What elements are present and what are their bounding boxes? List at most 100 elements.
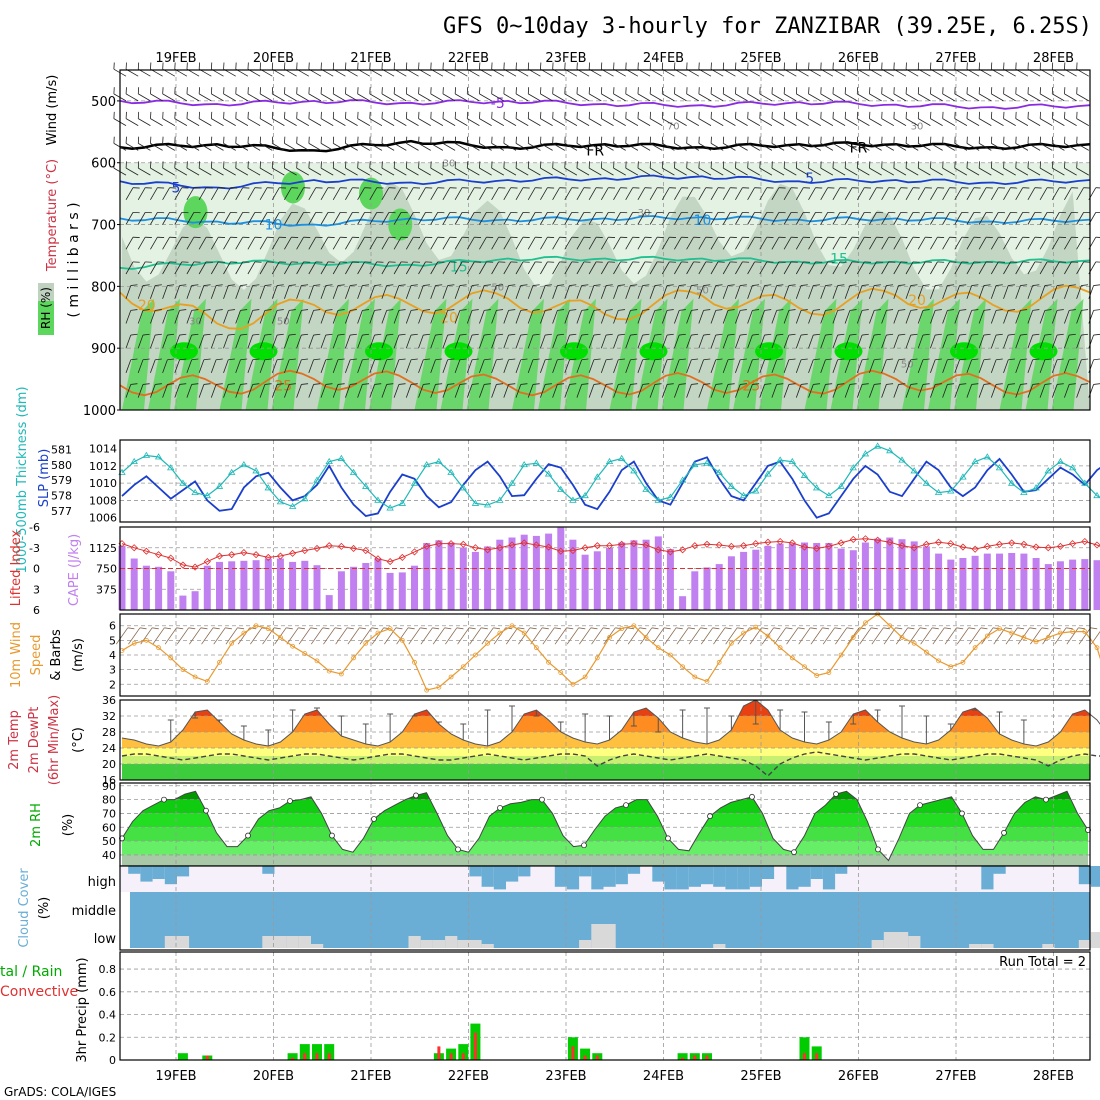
thickness-tick-label: 581 <box>51 443 72 456</box>
wind-barb-flag <box>167 333 175 336</box>
rh-high-streak <box>928 298 960 410</box>
wind-barb-staff <box>320 143 334 151</box>
wind-barb-flag <box>337 333 345 336</box>
wind-barb-staff <box>345 236 353 250</box>
isotherm-label: 15 <box>830 252 848 268</box>
wind-barb <box>381 284 394 299</box>
wind-barb-flag <box>423 333 430 336</box>
wind-barb-staff <box>259 143 273 151</box>
wind-barb <box>247 284 260 299</box>
wind-barb-flag <box>357 136 359 144</box>
wind-barb-staff <box>284 118 297 126</box>
wind-barb-staff <box>125 167 139 176</box>
wind-barb-flag <box>588 62 590 70</box>
wind-barb <box>174 111 188 126</box>
rh-contour-label: 50 <box>491 282 504 293</box>
wind-barb-staff <box>357 384 363 398</box>
wind-barb-staff <box>308 93 322 102</box>
slp-tick-label: 1006 <box>89 512 117 525</box>
wind10-axis-label-2: Speed <box>29 635 44 676</box>
rh-tick-label: 40 <box>102 849 116 862</box>
wind-barb-staff <box>247 212 256 225</box>
cape-bar <box>874 538 882 610</box>
wind-barb-staff <box>150 93 163 102</box>
wind-barb-staff <box>406 118 419 126</box>
day-label-bottom: 23FEB <box>545 1069 586 1084</box>
wind-barb-staff <box>320 118 334 126</box>
wind-barb-flag <box>271 111 274 119</box>
wind-barb <box>345 161 358 176</box>
wind-barb-flag <box>181 187 189 189</box>
lifted-tick-label: 6 <box>33 604 40 617</box>
rh-max-blob <box>834 342 863 361</box>
wind-barb-flag <box>235 87 237 94</box>
wind-barb-flag <box>240 309 248 311</box>
wind-barb-staff <box>296 212 304 225</box>
wind-barb-flag <box>137 136 140 144</box>
wind-barb-flag <box>240 284 248 286</box>
wind-barb-staff <box>284 167 297 176</box>
cloud-high-bar <box>615 866 628 885</box>
wind-barb-staff <box>150 143 163 151</box>
wind-barb-flag <box>905 62 907 70</box>
wind-barb-flag <box>425 187 433 189</box>
wind-barb-staff <box>320 236 329 250</box>
wind-barb <box>150 187 165 201</box>
wind-barb-flag <box>1093 358 1100 361</box>
wind-barb-staff <box>186 212 195 225</box>
wind-barb <box>430 383 443 398</box>
wind-barb-flag <box>218 261 226 263</box>
cape-panel: 1125 750 375 -6 -3 0 3 6 Lifted Index CAPE (J/kg) <box>9 521 1100 617</box>
wind-barb-flag <box>308 136 310 144</box>
cape-bar <box>861 542 869 610</box>
wind-barb-staff <box>186 384 193 398</box>
wind-barb-flag <box>203 358 211 361</box>
wind-barb-staff <box>405 334 412 349</box>
wind-barb <box>235 236 250 250</box>
wind-barb-flag <box>350 309 357 311</box>
wind-barb-staff <box>357 334 363 349</box>
wind-barb-flag <box>437 261 445 263</box>
wind-barb <box>405 136 419 151</box>
cloud-low-gap <box>579 940 592 948</box>
wind-barb-staff <box>235 187 244 201</box>
panels: 19FEB 19FEB 20FEB 20FEB 21FEB 21FEB 22FEB 22FEB… <box>0 51 1100 1084</box>
cloud-high-bar <box>152 866 165 879</box>
wind-barb-staff <box>235 93 249 102</box>
wind-barb <box>357 236 372 250</box>
wind-barb <box>296 358 309 374</box>
wind-barb-staff <box>320 359 327 374</box>
wind-barb <box>320 383 333 398</box>
wind-barb-flag <box>393 87 395 94</box>
wind-barb <box>210 284 223 299</box>
wind-barb-flag <box>162 136 164 144</box>
rh-high-streak <box>219 298 252 410</box>
wind-barb-flag <box>216 358 223 361</box>
wind-barb-staff <box>174 167 188 176</box>
cape-bar <box>776 543 784 610</box>
wind-barb-flag <box>340 211 347 214</box>
wind-barb-flag <box>425 261 433 263</box>
wind-barb-flag <box>277 309 284 311</box>
precip-axis-label-2: Convective <box>0 984 78 1000</box>
wind-barb-flag <box>203 309 211 311</box>
wind-barb-staff <box>174 212 183 225</box>
wind-barb <box>271 383 284 398</box>
wind-barb-flag <box>327 236 335 238</box>
wind-barb-staff <box>247 93 261 102</box>
wind-barb-flag <box>405 87 408 94</box>
wind-barb-staff <box>369 118 383 126</box>
wind-barb <box>296 284 309 299</box>
temp-axis-label-3: (6hr Min/Max) <box>47 695 62 785</box>
wind-barb-staff <box>223 167 236 176</box>
wind-barb-flag <box>381 111 383 119</box>
wind-barb <box>308 284 321 299</box>
wind-barb-flag <box>254 236 262 238</box>
wind-barb-staff <box>345 310 351 324</box>
wind-barb <box>125 111 139 126</box>
isotherm-label: 10 <box>694 213 712 229</box>
rh-high-streak <box>856 298 889 410</box>
wind10-tick-label: 6 <box>109 620 116 633</box>
wind-barb-flag <box>1095 236 1100 238</box>
